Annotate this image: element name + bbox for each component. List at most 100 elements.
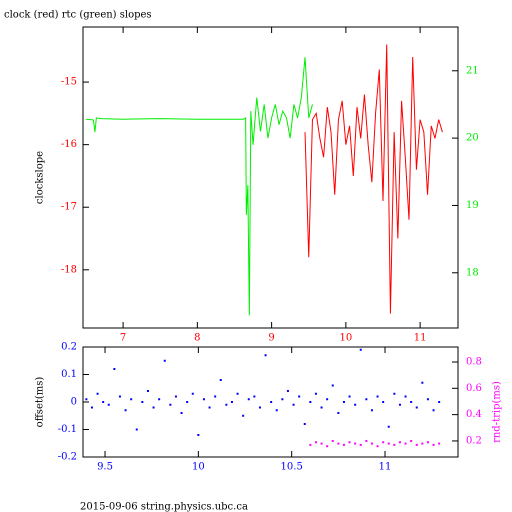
point	[370, 442, 373, 445]
y-tick-label: 0	[71, 397, 77, 408]
y-axis-label: offset(ms)	[35, 377, 46, 428]
point	[359, 348, 362, 351]
point	[342, 401, 345, 403]
y2-tick-label: 0.2	[466, 435, 482, 446]
point	[393, 443, 396, 446]
point	[331, 439, 334, 442]
series-line	[85, 57, 313, 316]
point	[354, 442, 357, 445]
point	[359, 443, 362, 446]
point	[191, 392, 194, 395]
x-tick-label: 10	[192, 462, 205, 473]
point	[118, 395, 121, 398]
point	[404, 442, 407, 445]
point	[421, 381, 424, 384]
point	[113, 368, 116, 370]
point	[376, 395, 379, 398]
point	[96, 392, 99, 395]
point	[124, 409, 127, 412]
x-tick-label: 9	[268, 333, 274, 344]
point	[314, 441, 317, 444]
y2-tick-label: 21	[466, 65, 479, 76]
point	[382, 401, 385, 403]
point	[354, 403, 357, 406]
point	[85, 398, 88, 401]
point	[410, 401, 413, 403]
point	[421, 442, 424, 445]
point	[415, 406, 418, 409]
plot-frame	[82, 26, 459, 329]
point	[365, 398, 368, 401]
point	[410, 439, 413, 442]
point	[214, 395, 217, 398]
point	[258, 406, 261, 409]
point	[253, 395, 256, 398]
point	[326, 398, 329, 401]
x-tick-label: 11	[414, 333, 427, 344]
y-tick-label: 0.2	[61, 342, 77, 353]
y-axis-label: clockslope	[35, 151, 46, 204]
point	[426, 441, 429, 444]
y-tick-label: -18	[61, 264, 77, 275]
point	[415, 443, 418, 446]
point	[365, 439, 368, 442]
y2-tick-label: 20	[466, 133, 479, 144]
point	[432, 443, 435, 446]
point	[197, 434, 200, 436]
point	[225, 403, 228, 406]
y2-tick-label: 0.6	[466, 383, 482, 394]
point	[230, 401, 233, 403]
point	[186, 401, 189, 403]
point	[135, 428, 138, 431]
x-tick-label: 8	[194, 333, 200, 344]
point	[387, 425, 390, 428]
point	[219, 379, 222, 381]
y2-tick-label: 19	[466, 200, 479, 211]
footer: 2015-09-06 string.physics.ubc.ca	[80, 502, 248, 512]
point	[426, 398, 429, 401]
point	[326, 445, 329, 448]
point	[146, 390, 149, 392]
point	[90, 406, 93, 409]
point	[314, 392, 317, 395]
point	[270, 401, 273, 403]
point	[242, 414, 245, 417]
point	[348, 395, 351, 398]
point	[298, 395, 301, 398]
y-tick-label: -0.1	[58, 424, 77, 435]
point	[398, 441, 401, 444]
point	[264, 354, 267, 357]
point	[303, 423, 306, 425]
y-tick-label: -16	[61, 139, 77, 150]
point	[438, 442, 441, 445]
point	[370, 409, 373, 412]
point	[382, 441, 385, 444]
point	[320, 442, 323, 445]
point	[208, 406, 211, 409]
point	[180, 412, 183, 414]
point	[174, 395, 177, 398]
y-tick-label: -15	[61, 77, 77, 88]
point	[152, 406, 155, 409]
point	[320, 406, 323, 409]
point	[107, 403, 110, 406]
point	[130, 398, 133, 401]
chart-title: clock (red) rtc (green) slopes	[4, 10, 152, 21]
point	[102, 401, 105, 403]
y2-tick-label: 18	[466, 267, 479, 278]
point	[342, 443, 345, 446]
x-tick-label: 9.5	[97, 462, 113, 473]
point	[432, 409, 435, 412]
point	[438, 401, 441, 403]
series-line	[304, 44, 443, 314]
point	[286, 390, 289, 392]
point	[247, 398, 250, 401]
point	[292, 403, 295, 406]
point	[309, 443, 312, 446]
point	[309, 401, 312, 403]
point	[202, 398, 205, 401]
point	[376, 445, 379, 448]
y2-axis-label: rnd-trip(ms)	[492, 381, 503, 443]
